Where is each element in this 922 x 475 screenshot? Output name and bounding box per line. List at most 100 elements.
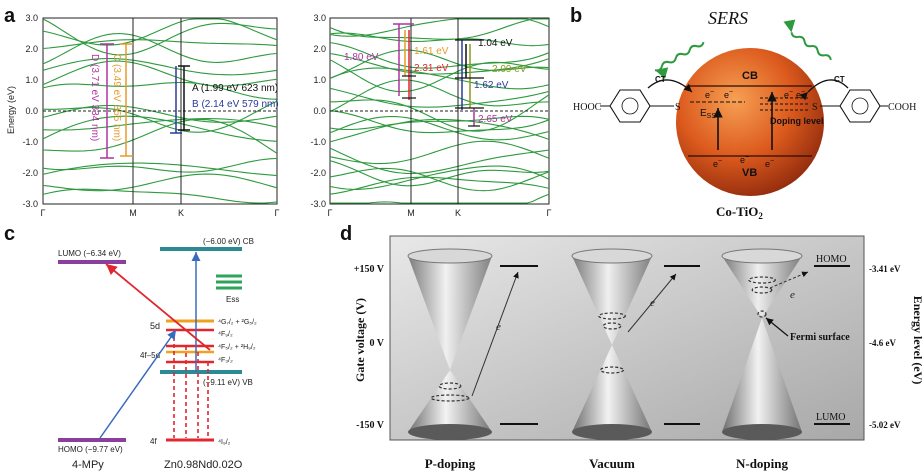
fermi-ring xyxy=(438,382,462,390)
electron: e− xyxy=(765,158,774,169)
4f5d-label: 4f–5d xyxy=(140,351,160,360)
band-curve xyxy=(329,140,550,165)
band-curve xyxy=(329,52,550,75)
right-label-162: 1.62 eV xyxy=(474,80,509,91)
band-curve xyxy=(329,18,549,40)
band-curve xyxy=(42,173,278,192)
ct-right: CT xyxy=(834,75,845,84)
lumo-label: LUMO (−6.34 eV) xyxy=(58,249,121,258)
sulfur-left: S xyxy=(675,102,681,113)
panel-d-letter: d xyxy=(340,223,352,245)
lower-cone xyxy=(408,370,492,432)
fermi-arrow xyxy=(765,317,789,337)
homo-label: HOMO xyxy=(816,254,847,265)
transition-c: C (3.49 eV 355 nm) xyxy=(111,43,133,157)
energy-level-label: Energy level (eV) xyxy=(911,296,922,385)
band-curve xyxy=(329,147,550,175)
band-curve xyxy=(42,57,278,76)
wavy-arrow-right xyxy=(783,19,832,61)
ytick: 0.0 xyxy=(313,106,326,116)
vb-label: (−9.11 eV) VB xyxy=(203,378,253,387)
transfer-arrow-n xyxy=(769,271,809,289)
transition-d: D (3.71 eV 334 nm) xyxy=(89,43,114,159)
doping-level-label: Doping level xyxy=(770,116,824,126)
upper-cone xyxy=(408,256,492,370)
band-curve xyxy=(329,165,550,190)
ytick: -1.0 xyxy=(22,137,38,147)
xtick: M xyxy=(407,208,415,218)
benzene-ring-left xyxy=(609,89,651,123)
right-label-209: 2.09 eV xyxy=(492,64,527,75)
fermi-ring xyxy=(430,394,470,402)
xtick: M xyxy=(129,208,137,218)
level-g-label: ⁴G₇/₂ + ²G₅/₂ xyxy=(218,319,257,326)
right-label-265: 2.65 eV xyxy=(478,114,513,125)
ytick: 1.0 xyxy=(25,75,38,85)
gate-tick: 0 V xyxy=(369,338,384,349)
energy-tick: -3.41 eV xyxy=(869,264,901,274)
panel-c-letter: c xyxy=(4,223,15,245)
electron-p: e xyxy=(496,321,501,333)
xtick: Γ xyxy=(41,208,46,218)
band-structure-left xyxy=(42,18,278,204)
co-tio2-particle xyxy=(676,48,824,196)
electron: e− xyxy=(705,89,714,100)
ess-label: ESS xyxy=(700,108,716,120)
electron: e− xyxy=(740,154,749,165)
panel-a-letter: a xyxy=(4,5,16,27)
panel-c: c LUMO (−6.34 eV) (−6.00 eV) CB Ess 5d ⁴… xyxy=(4,223,257,471)
lower-cone xyxy=(572,345,652,432)
band-curve xyxy=(329,160,550,187)
homo-label: HOMO (−9.77 eV) xyxy=(58,445,123,454)
band-curve xyxy=(42,157,278,173)
band-curve xyxy=(329,115,550,141)
ytick: -1.0 xyxy=(310,137,326,147)
xtick: Γ xyxy=(275,208,280,218)
cone-top xyxy=(407,248,493,264)
band-curve xyxy=(329,79,550,113)
band-curve xyxy=(329,176,550,195)
sulfur-right: S xyxy=(812,102,818,113)
ytick: 3.0 xyxy=(25,13,38,23)
band-curve xyxy=(42,188,278,204)
electron: e− xyxy=(713,158,722,169)
5d-label: 5d xyxy=(150,321,160,331)
ytick: -2.0 xyxy=(310,168,326,178)
panel-d: d Gate voltage (V) +150 V 0 V -150 V Ene… xyxy=(340,223,922,471)
y-ticks-left: 3.0 2.0 1.0 0.0 -1.0 -2.0 -3.0 xyxy=(22,13,38,209)
cooh-group: COOH xyxy=(888,102,916,113)
emission-lines xyxy=(173,330,209,438)
band-curve xyxy=(329,167,550,192)
electron-v: e xyxy=(650,297,655,309)
ct-left: CT xyxy=(655,75,666,84)
label-b: B (2.14 eV 579 nm) xyxy=(192,99,279,110)
band-curve xyxy=(330,193,550,204)
case-label: N-doping xyxy=(736,456,789,471)
hooc-group: HOOC xyxy=(573,102,602,113)
gate-tick: -150 V xyxy=(356,420,385,431)
band-curve xyxy=(42,60,278,87)
band-curve xyxy=(329,32,550,47)
band-curve xyxy=(42,162,278,177)
xtick: K xyxy=(455,208,461,218)
ytick: 2.0 xyxy=(25,44,38,54)
level-f5-label: ⁴F₅/₂ + ²H₉/₂ xyxy=(218,344,256,351)
label-a: A (1.99 eV 623 nm) xyxy=(192,83,278,94)
ytick: 2.0 xyxy=(313,44,326,54)
ytick: -3.0 xyxy=(310,199,326,209)
upper-cone xyxy=(572,256,652,345)
particle-label: Co-TiO2 xyxy=(716,204,763,221)
excitation-arrow-blue xyxy=(99,329,177,439)
molecule-label: 4-MPy xyxy=(72,459,104,471)
gate-voltage-label: Gate voltage (V) xyxy=(353,298,367,382)
cone-base xyxy=(572,424,652,440)
cone-base xyxy=(408,424,492,440)
transitions-right xyxy=(393,23,484,127)
fermi-ring xyxy=(748,276,776,284)
cb-label: (−6.00 eV) CB xyxy=(203,237,254,246)
wavy-arrow-left xyxy=(654,41,705,80)
ct-arrow-right xyxy=(799,79,849,101)
x-ticks-left: Γ M K Γ xyxy=(41,208,280,218)
transition-a: A (1.99 eV 623 nm) xyxy=(178,65,278,131)
